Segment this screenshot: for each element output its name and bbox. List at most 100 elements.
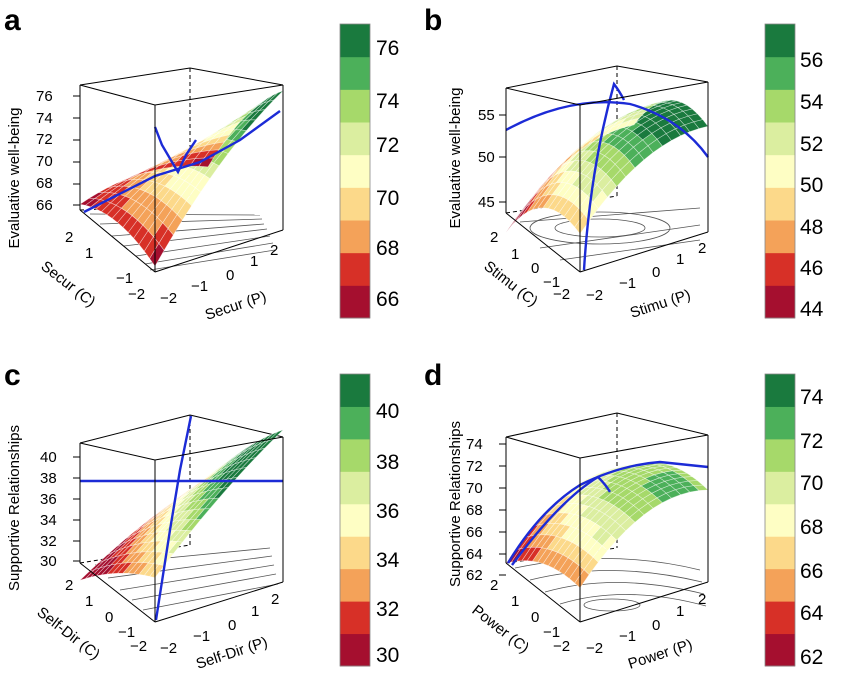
colorbar-swatch: [765, 536, 795, 570]
z-tick-label: 62: [466, 567, 483, 584]
panel-letter-a: a: [4, 4, 21, 37]
p-tick-label: −2: [160, 640, 177, 657]
colorbar-tick-label: 64: [800, 602, 824, 625]
c-tick-label: −2: [553, 638, 570, 655]
colorbar-tick-label: 34: [376, 549, 400, 572]
p-tick-label: 0: [226, 267, 234, 284]
surface-d: [505, 462, 709, 589]
panel-b: b Evaluative well-being: [424, 4, 824, 322]
colorbar-tick-label: 62: [800, 646, 823, 669]
z-tick-label: 45: [478, 194, 495, 211]
box-front-a: [79, 84, 284, 273]
panel-letter-c: c: [4, 359, 21, 392]
z-ticks-a: 76 74 72 70 68 66: [36, 88, 53, 214]
z-tick-marks-b: [499, 114, 506, 203]
colorbar-a: [339, 23, 371, 319]
c-ticks-d: 2 1 0 −1 −2: [490, 577, 570, 655]
p-tick-label: 2: [698, 240, 706, 257]
p-tick-label: −1: [191, 278, 208, 295]
z-tick-label: 66: [36, 197, 53, 214]
z-axis-label-a: Evaluative well-being: [6, 108, 23, 249]
x-axis-label-d: Power (P): [626, 636, 695, 673]
c-tick-label: −1: [116, 270, 133, 287]
colorbar-swatch: [765, 374, 795, 407]
colorbar-swatch: [340, 24, 370, 58]
floor-contours-c: [94, 547, 279, 611]
p-tick-label: −1: [619, 275, 636, 292]
colorbar-swatch: [340, 503, 370, 537]
colorbar-swatch: [765, 187, 795, 221]
colorbar-tick-label: 68: [376, 237, 399, 260]
colorbar-tick-label: 38: [376, 451, 399, 474]
p-tick-label: 0: [652, 264, 660, 281]
z-tick-label: 76: [36, 88, 53, 105]
p-tick-label: 2: [698, 591, 706, 608]
colorbar-swatch: [765, 89, 795, 123]
colorbar-tick-label: 54: [800, 91, 824, 114]
c-tick-label: 2: [65, 229, 73, 246]
c-tick-label: −2: [128, 286, 145, 303]
surface-patch: [79, 197, 96, 206]
z-tick-marks-c: [73, 456, 80, 562]
panel-c: c Supportive Relationships: [4, 359, 400, 673]
z-tick-label: 70: [466, 480, 483, 497]
p-tick-label: 1: [251, 603, 259, 620]
colorbar-swatch: [340, 252, 370, 286]
p-tick-label: 1: [250, 253, 258, 270]
colorbar-swatch: [765, 471, 795, 505]
colorbar-swatch: [765, 503, 795, 537]
c-tick-label: −2: [130, 638, 147, 655]
z-axis-label-b: Evaluative well-being: [447, 88, 464, 229]
colorbar-frame: [339, 23, 371, 319]
z-tick-marks-a: [73, 95, 80, 206]
colorbar-tick-label: 74: [376, 90, 400, 113]
colorbar-labels-c: 40 38 36 34 32 30: [376, 400, 400, 667]
colorbar-tick-label: 66: [800, 560, 823, 583]
colorbar-swatch: [340, 56, 370, 90]
c-ticks-c: 2 1 0 −1 −2: [65, 577, 147, 655]
box-front-c: [79, 436, 284, 623]
colorbar-swatch: [765, 633, 795, 667]
z-tick-label: 64: [466, 546, 483, 563]
z-tick-label: 72: [466, 458, 483, 475]
floor-contours-d: [514, 558, 707, 612]
colorbar-swatch: [340, 471, 370, 505]
colorbar-frame: [339, 373, 371, 667]
colorbar-swatch: [765, 285, 795, 319]
z-tick-label: 68: [36, 175, 53, 192]
z-tick-label: 66: [466, 524, 483, 541]
z-tick-label: 30: [40, 553, 57, 570]
colorbar-tick-label: 48: [800, 216, 823, 239]
colorbar-frame: [764, 373, 796, 667]
p-tick-label: 0: [228, 617, 236, 634]
surface-c: [79, 429, 284, 581]
panel-d: d Supportive Relationships: [424, 359, 824, 673]
z-tick-label: 32: [40, 533, 57, 550]
colorbar-tick-label: 72: [376, 134, 399, 157]
z-tick-label: 72: [36, 131, 53, 148]
z-ticks-b: 55 50 45: [478, 107, 495, 211]
y-axis-label-a: Secur (C): [38, 258, 99, 311]
c-tick-label: 0: [531, 260, 539, 277]
z-ticks-c: 40 38 36 34 32 30: [40, 449, 57, 570]
box-front-d: [505, 434, 709, 623]
z-tick-label: 74: [466, 436, 483, 453]
z-tick-label: 70: [36, 153, 53, 170]
colorbar-labels-a: 76 74 72 70 68 66: [376, 37, 400, 311]
colorbar-frame: [764, 23, 796, 319]
colorbar-swatch: [340, 187, 370, 221]
colorbar-swatch: [765, 56, 795, 90]
colorbar-swatch: [765, 406, 795, 440]
colorbar-swatch: [340, 633, 370, 667]
z-tick-label: 68: [466, 502, 483, 519]
c-tick-label: 2: [490, 229, 498, 246]
colorbar-swatch: [340, 122, 370, 156]
p-ticks-c: −2 −1 0 1 2: [160, 591, 279, 657]
colorbar-swatch: [340, 374, 370, 407]
z-tick-label: 55: [478, 107, 495, 124]
colorbar-tick-label: 50: [800, 174, 823, 197]
colorbar-c: [339, 373, 371, 667]
z-tick-label: 36: [40, 491, 57, 508]
colorbar-swatch: [765, 568, 795, 602]
colorbar-swatch: [340, 568, 370, 602]
